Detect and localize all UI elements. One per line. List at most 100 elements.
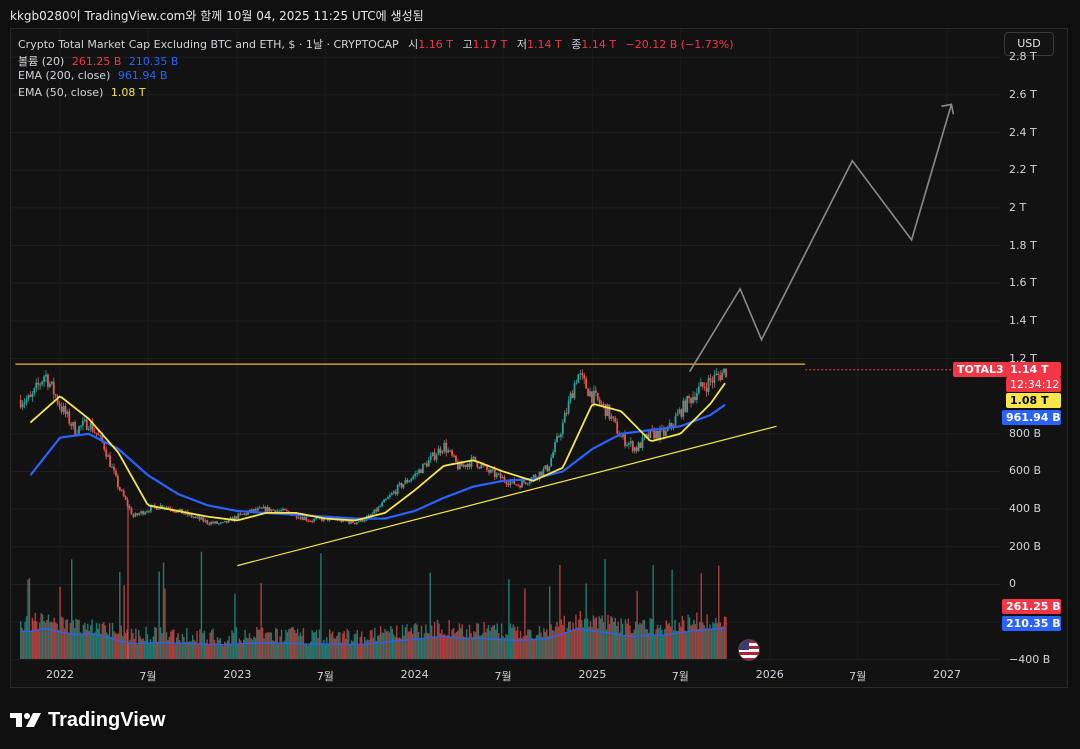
volume-bar <box>433 622 436 659</box>
volume-bar <box>286 632 289 659</box>
candle-body <box>559 434 562 437</box>
volume-bar <box>646 629 649 659</box>
volume-bar <box>461 624 463 659</box>
volume-bar <box>361 631 363 659</box>
volume-bar <box>356 629 359 659</box>
candle-body <box>301 517 304 520</box>
volume-bar <box>111 622 114 659</box>
volume-bars <box>20 505 727 659</box>
volume-bar <box>423 633 426 659</box>
volume-bar <box>366 639 369 659</box>
volume-bar <box>123 585 125 659</box>
y-tick-label: 2 T <box>1009 200 1027 214</box>
candle-body <box>149 505 152 512</box>
candle-body <box>377 507 380 512</box>
volume-bar <box>305 643 308 659</box>
volume-bar <box>471 637 474 659</box>
candle-body <box>713 374 716 383</box>
candle-body <box>260 507 263 509</box>
volume-bar <box>621 623 624 659</box>
y-tick-label: 0 <box>1009 577 1016 591</box>
volume-bar <box>91 619 93 659</box>
candle-body <box>157 508 160 510</box>
volume-bar <box>159 627 162 659</box>
volume-bar <box>237 643 239 659</box>
volume-bar <box>273 641 275 659</box>
volume-bar <box>680 626 682 659</box>
volume-value-2: 210.35 B <box>128 55 179 68</box>
volume-bar <box>57 629 60 659</box>
candle-body <box>468 463 471 467</box>
volume-bar <box>374 627 376 659</box>
volume-bar <box>384 628 386 659</box>
candle-body <box>523 480 525 483</box>
candle-body <box>274 510 277 513</box>
volume-bar <box>280 629 283 659</box>
candle-body <box>252 509 255 512</box>
volume-bar <box>63 628 66 659</box>
volume-bar <box>398 637 401 659</box>
us-flag-icon[interactable] <box>738 639 760 661</box>
volume-bar <box>465 629 468 659</box>
x-tick-label: 7월 <box>849 670 867 683</box>
support-trend-line <box>237 425 777 567</box>
candle-body <box>717 373 720 376</box>
volume-bar <box>66 619 69 659</box>
candle-body <box>192 517 195 519</box>
ohlc-high-value: 1.17 T <box>472 38 508 51</box>
volume-bar <box>266 632 268 659</box>
candle-body <box>594 390 597 393</box>
y-tick-label: 600 B <box>1009 464 1042 478</box>
volume-bar <box>299 632 302 659</box>
currency-button[interactable]: USD <box>1004 32 1054 56</box>
candle-body <box>587 388 589 397</box>
candle-body <box>674 416 677 426</box>
volume-bar <box>467 638 469 659</box>
ema200-label: EMA (200, close) <box>18 69 111 82</box>
legend-ema200-row[interactable]: EMA (200, close) 961.94 B <box>18 69 167 82</box>
volume-bar <box>697 629 700 659</box>
tradingview-logo-icon <box>10 713 41 727</box>
volume-bar <box>156 641 159 659</box>
volume-bar <box>578 619 580 659</box>
volume-bar <box>425 624 427 659</box>
candle-body <box>639 442 642 449</box>
volume-bar <box>174 643 176 659</box>
candle-body <box>243 513 246 515</box>
volume-bar <box>296 628 299 659</box>
candle-body <box>379 506 382 508</box>
volume-bar <box>655 629 657 659</box>
volume-bar <box>410 627 412 659</box>
candle-body <box>466 463 469 467</box>
volume-bar <box>607 614 609 659</box>
candle-body <box>690 398 692 403</box>
volume-bar <box>567 621 570 659</box>
candle-body <box>478 467 481 469</box>
candle-body <box>596 392 599 400</box>
volume-bar <box>158 571 160 659</box>
top-bar: kkgb0280이 TradingView.com와 함께 10월 04, 20… <box>0 0 1080 28</box>
volume-bar <box>107 634 109 659</box>
volume-bar <box>224 641 226 659</box>
legend-volume-row[interactable]: 볼륨 (20) 261.25 B 210.35 B <box>18 53 178 69</box>
volume-bar <box>589 621 592 659</box>
candle-body <box>373 509 376 514</box>
candle-body <box>235 516 238 520</box>
candle-body <box>115 470 117 476</box>
volume-bar <box>449 636 452 659</box>
volume-bar <box>173 629 175 659</box>
volume-bar <box>509 623 512 659</box>
volume-bar <box>480 635 482 659</box>
candle-body <box>441 451 444 453</box>
candle-body <box>39 384 42 386</box>
legend-title: Crypto Total Market Cap Excluding BTC an… <box>18 38 399 51</box>
volume-bar <box>27 579 29 659</box>
volume-bar <box>154 626 156 659</box>
candle-body <box>482 464 485 466</box>
tradingview-brand: TradingView <box>48 708 166 731</box>
legend-ema50-row[interactable]: EMA (50, close) 1.08 T <box>18 86 146 99</box>
x-tick-label: 7월 <box>494 670 512 683</box>
candle-body <box>528 481 531 484</box>
candle-body <box>233 516 236 522</box>
